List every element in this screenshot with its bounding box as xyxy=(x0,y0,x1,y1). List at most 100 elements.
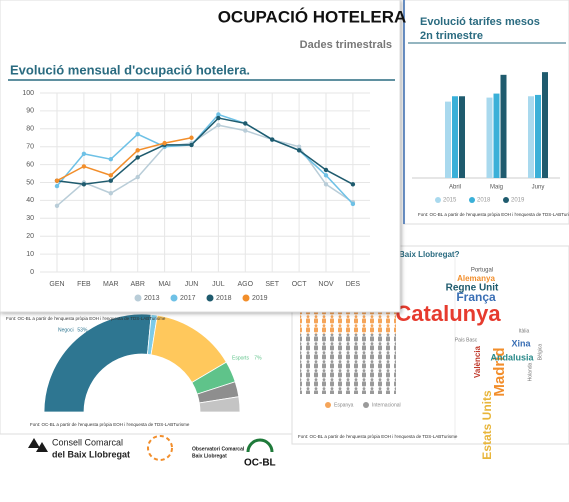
bar xyxy=(542,72,548,178)
series-line xyxy=(56,117,354,186)
legend-label: 2013 xyxy=(144,295,160,302)
point xyxy=(189,142,194,148)
point xyxy=(135,155,140,160)
legend-swatch xyxy=(503,197,509,203)
legend-label: 2015 xyxy=(443,198,457,204)
word: Holanda xyxy=(527,362,533,381)
point xyxy=(135,148,140,153)
bar xyxy=(486,97,493,178)
point xyxy=(162,140,167,146)
x-tick-label: SET xyxy=(265,281,279,288)
x-tick-label: MAR xyxy=(103,281,119,288)
point xyxy=(296,144,302,149)
chart-title: Evolució mensual d'ocupació hotelera. xyxy=(10,62,250,77)
legend-label: 2019 xyxy=(252,295,268,302)
y-tick-label: 30 xyxy=(26,215,34,222)
y-tick-label: 10 xyxy=(26,251,34,258)
logo-icon xyxy=(246,438,274,453)
point xyxy=(296,148,302,153)
y-tick-label: 70 xyxy=(26,144,34,151)
point xyxy=(81,182,87,187)
bar xyxy=(493,93,500,178)
y-tick-label: 60 xyxy=(26,161,34,168)
legend-swatch xyxy=(469,197,475,203)
point xyxy=(350,182,356,187)
point xyxy=(323,167,329,173)
legend-label: Espanya xyxy=(334,402,354,408)
y-tick-label: 90 xyxy=(26,108,34,115)
point xyxy=(323,182,329,187)
y-tick-label: 0 xyxy=(30,269,34,276)
y-tick-label: 20 xyxy=(26,233,34,240)
y-tick-label: 80 xyxy=(26,126,34,133)
point xyxy=(135,131,140,137)
legend-swatch xyxy=(242,294,250,302)
x-tick-label: Juny xyxy=(532,185,545,191)
donut xyxy=(43,313,241,412)
x-tick-label: JUN xyxy=(185,281,199,288)
word: Bèlgica xyxy=(537,344,543,361)
point xyxy=(108,173,114,178)
source: Font: OC-BL a partir de l'enquesta pròpi… xyxy=(298,434,458,439)
slice-value: 53% xyxy=(77,327,88,333)
logo-text: Consell Comarcal xyxy=(52,437,123,447)
logo-text: Observatori Comarcal xyxy=(192,446,245,452)
point xyxy=(216,115,221,121)
point xyxy=(243,121,248,126)
word: Xina xyxy=(511,338,531,348)
point xyxy=(81,164,87,169)
point xyxy=(81,151,87,157)
point xyxy=(108,157,114,162)
legend-swatch xyxy=(170,294,178,302)
bar xyxy=(500,74,507,178)
legend-label: 2019 xyxy=(511,198,525,204)
x-tick-label: GEN xyxy=(49,281,64,288)
legend-swatch xyxy=(206,294,214,302)
word: Itàlia xyxy=(519,328,530,334)
bar xyxy=(528,96,534,178)
y-tick-label: 40 xyxy=(26,197,34,204)
x-tick-label: ABR xyxy=(130,281,144,288)
word: Estats Units xyxy=(480,390,494,460)
point xyxy=(108,178,114,183)
pictogram-international xyxy=(300,334,396,394)
bar xyxy=(445,101,451,178)
donut-panel: Negoci 53% Esports 7% Font: OC-BL a partir d… xyxy=(0,311,293,435)
word: França xyxy=(456,290,496,304)
source: Font: OC-BL a partir de l'enquesta pròpi… xyxy=(30,422,190,427)
legend-swatch xyxy=(134,294,142,302)
legend-swatch xyxy=(325,402,331,408)
word: Regne Unit xyxy=(446,283,499,294)
chart-title: 2n trimestre xyxy=(420,30,483,42)
source: Font: OC-BL a partir de l'enquesta pròpi… xyxy=(418,212,569,217)
x-tick-label: OCT xyxy=(292,281,308,288)
logo-text: OC-BL xyxy=(244,458,276,469)
logos: Consell Comarcal del Baix Llobregat Observ… xyxy=(28,435,276,469)
word: Alemanya xyxy=(457,274,495,283)
bar xyxy=(459,96,465,178)
point xyxy=(135,174,140,180)
point xyxy=(108,191,114,196)
bar xyxy=(452,96,458,178)
point xyxy=(54,203,60,208)
word: País Basc xyxy=(455,337,478,343)
x-tick-label: JUL xyxy=(212,281,225,288)
logo-text: del Baix Llobregat xyxy=(52,449,130,459)
line-panel: OCUPACIÓ HOTELERA Dades trimestrals Evol… xyxy=(0,0,406,321)
legend-swatch xyxy=(435,197,441,203)
legend-swatch xyxy=(363,402,369,408)
legend-label: 2018 xyxy=(216,295,232,302)
legend-label: 2017 xyxy=(180,295,196,302)
slice xyxy=(198,396,241,412)
logo-text: Baix Llobregat xyxy=(192,453,227,459)
logo-icon xyxy=(28,438,48,452)
legend-label: Internacional xyxy=(372,402,401,408)
slice-label: Negoci xyxy=(58,327,74,333)
x-tick-label: Abril xyxy=(449,185,461,191)
point xyxy=(216,112,221,117)
series-line xyxy=(56,137,192,182)
x-tick-label: DES xyxy=(346,281,361,288)
point xyxy=(54,178,60,183)
point xyxy=(54,183,60,189)
point xyxy=(270,137,275,142)
